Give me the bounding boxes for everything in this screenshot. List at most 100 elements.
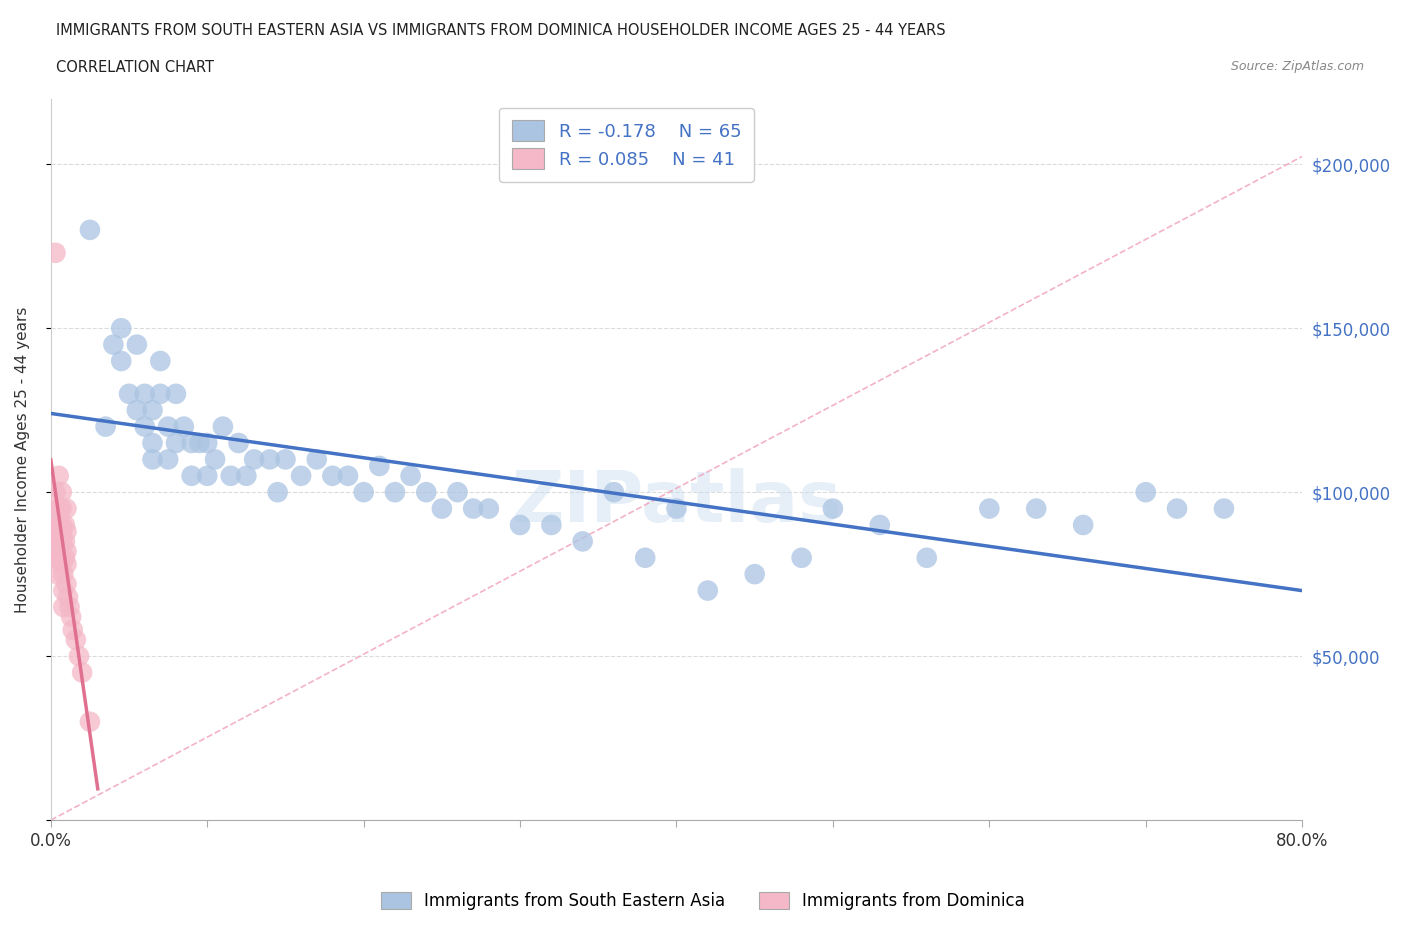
Point [188,435,211,450]
Point [110,353,132,368]
Point [118,386,141,401]
Point [384,485,406,499]
Point [79,714,101,729]
Point [204,452,226,467]
Point [463,501,485,516]
Point [134,386,156,401]
Point [70,665,93,680]
Point [696,583,718,598]
Point [110,321,132,336]
Point [195,469,218,484]
Point [235,469,257,484]
Point [430,501,453,516]
Y-axis label: Householder Income Ages 25 - 44 years: Householder Income Ages 25 - 44 years [15,306,30,613]
Point [869,517,891,532]
Point [55,544,77,559]
Point [55,577,77,591]
Point [60,609,83,624]
Point [180,469,202,484]
Point [44,485,66,499]
Point [67,649,90,664]
Point [56,590,79,604]
Point [305,452,328,467]
Point [165,386,187,401]
Point [790,551,813,565]
Point [49,534,72,549]
Point [415,485,437,499]
Point [44,534,66,549]
Point [446,485,468,499]
Point [337,469,360,484]
Point [53,534,76,549]
Point [94,419,117,434]
Point [53,517,76,532]
Point [49,517,72,532]
Point [399,469,422,484]
Point [1135,485,1157,499]
Point [55,501,77,516]
Text: Source: ZipAtlas.com: Source: ZipAtlas.com [1230,60,1364,73]
Point [266,485,288,499]
Point [51,517,73,532]
Point [195,435,218,450]
Point [212,419,235,434]
Point [103,338,125,352]
Point [49,551,72,565]
Point [603,485,626,499]
Point [62,622,84,637]
Point [46,551,69,565]
Point [149,386,172,401]
Point [79,222,101,237]
Point [540,517,562,532]
Point [46,566,69,581]
Point [141,452,163,467]
Point [259,452,281,467]
Point [48,517,70,532]
Point [48,501,70,516]
Point [979,501,1001,516]
Point [51,551,73,565]
Point [1213,501,1236,516]
Legend: Immigrants from South Eastern Asia, Immigrants from Dominica: Immigrants from South Eastern Asia, Immi… [374,885,1032,917]
Point [290,469,312,484]
Point [65,632,87,647]
Point [125,338,148,352]
Point [48,551,70,565]
Point [51,557,73,572]
Point [821,501,844,516]
Text: IMMIGRANTS FROM SOUTH EASTERN ASIA VS IMMIGRANTS FROM DOMINICA HOUSEHOLDER INCOM: IMMIGRANTS FROM SOUTH EASTERN ASIA VS IM… [56,23,946,38]
Point [125,403,148,418]
Point [353,485,375,499]
Point [1025,501,1047,516]
Point [55,525,77,539]
Point [915,551,938,565]
Point [48,469,70,484]
Point [49,501,72,516]
Point [134,419,156,434]
Point [51,485,73,499]
Point [509,517,531,532]
Point [157,452,180,467]
Point [571,534,593,549]
Point [44,246,66,260]
Point [165,435,187,450]
Point [228,435,250,450]
Point [52,566,75,581]
Point [141,435,163,450]
Legend: R = -0.178    N = 65, R = 0.085    N = 41: R = -0.178 N = 65, R = 0.085 N = 41 [499,108,754,182]
Point [173,419,195,434]
Point [52,583,75,598]
Point [219,469,242,484]
Text: ZIPatlas: ZIPatlas [512,468,842,538]
Point [52,600,75,615]
Point [274,452,297,467]
Point [157,419,180,434]
Point [180,435,202,450]
Point [634,551,657,565]
Point [1166,501,1188,516]
Point [665,501,688,516]
Point [59,600,82,615]
Point [48,534,70,549]
Point [478,501,501,516]
Point [321,469,343,484]
